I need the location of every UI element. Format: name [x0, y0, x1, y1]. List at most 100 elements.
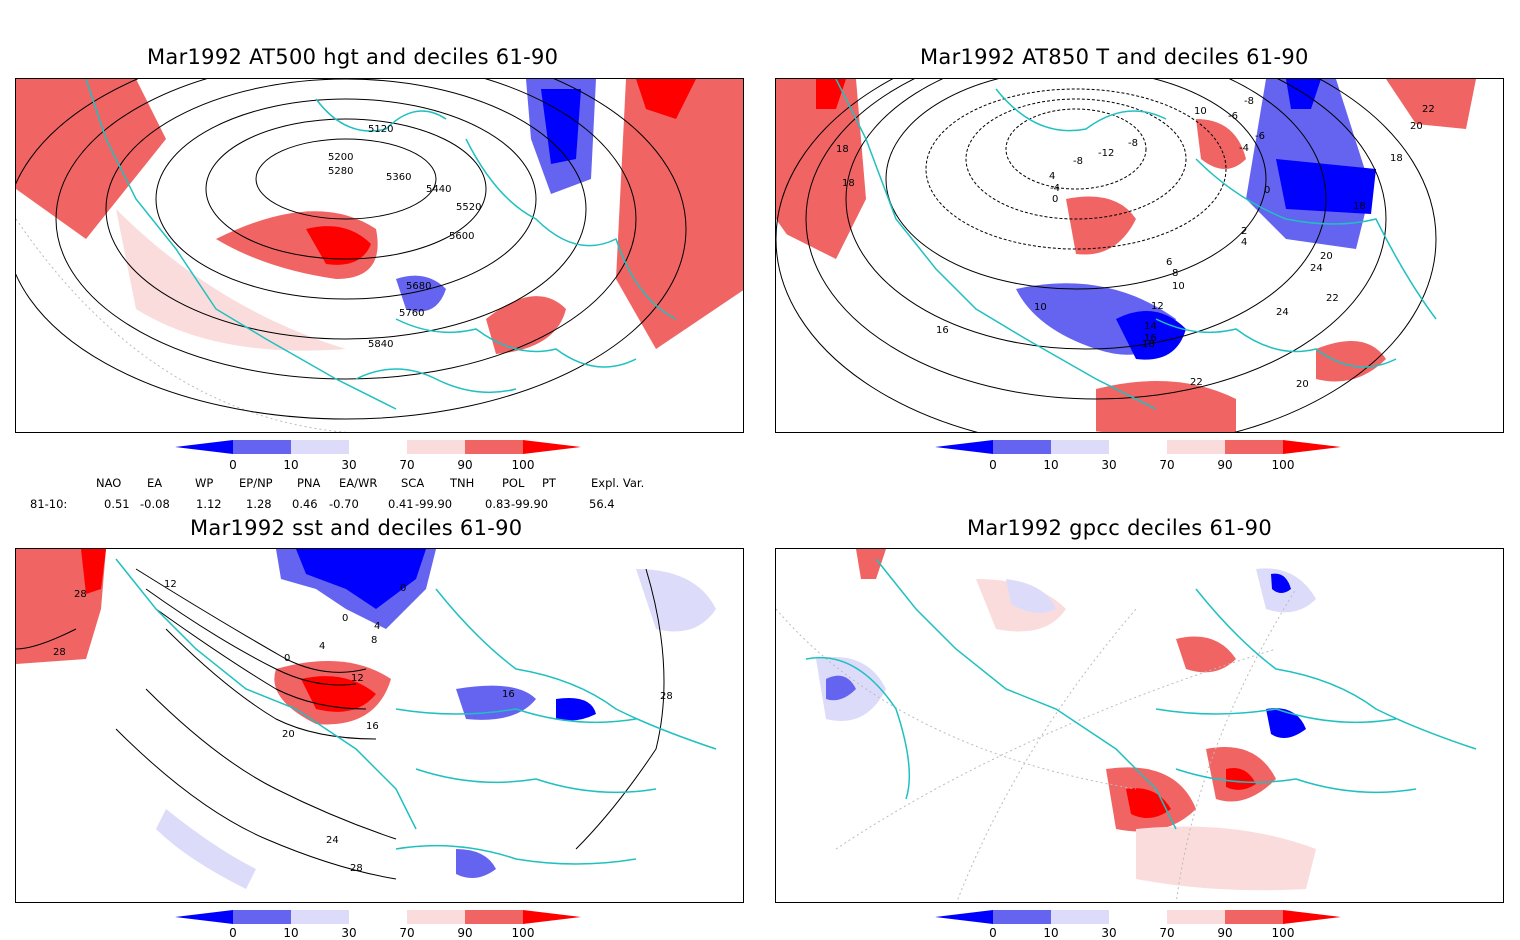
contour-label: 12	[1151, 301, 1164, 312]
anomaly-fill	[1006, 579, 1056, 613]
contour-label: -6	[1228, 111, 1238, 122]
anomaly-fill	[1386, 79, 1476, 129]
contour-label: 4	[1049, 171, 1055, 182]
anomaly-fill	[1096, 381, 1236, 432]
colorbar-swatch	[1051, 440, 1109, 454]
contour-label: 0	[284, 653, 290, 664]
contour-label: -4	[1050, 183, 1060, 194]
contour-label: 18	[1390, 153, 1403, 164]
colorbar-label: 10	[1043, 458, 1059, 472]
anomaly-fill	[556, 698, 596, 721]
index-value: -0.70	[329, 497, 359, 511]
index-value: 1.12	[196, 497, 222, 511]
colorbar-sst: 0 10 30 70 90 100	[175, 910, 585, 940]
contour-label: 20	[282, 729, 295, 740]
contour-label: 0	[1264, 185, 1270, 196]
colorbar-swatch	[1109, 910, 1167, 924]
index-value: 0.41	[388, 497, 414, 511]
contour-label: 6	[1166, 257, 1172, 268]
contour-label: 22	[1422, 104, 1435, 115]
map-hgt500: 5120 5200 5280 5360 5440 5520 5600 5680 …	[16, 79, 743, 432]
index-value: 56.4	[589, 497, 615, 511]
anomaly-fill	[156, 809, 256, 889]
panel-title-gpcc: Mar1992 gpcc deciles 61-90	[967, 516, 1272, 540]
anomaly-fill	[1136, 826, 1316, 891]
colorbar-label: 0	[989, 926, 997, 940]
contour-label: 16	[936, 325, 949, 336]
contour-label: -8	[1128, 138, 1138, 149]
colorbar-label: 0	[229, 458, 237, 472]
contour-label: 5440	[426, 184, 451, 195]
colorbar-swatch	[175, 910, 233, 924]
contour-label: 28	[660, 691, 673, 702]
contour-label: 4	[374, 621, 380, 632]
anomaly-fill	[1286, 79, 1321, 109]
colorbar-swatch	[349, 910, 407, 924]
contour-label: 24	[326, 835, 339, 846]
contour-label: 5280	[328, 166, 353, 177]
colorbar-label: 70	[399, 458, 415, 472]
index-header: EA	[147, 476, 163, 490]
colorbar-label: 90	[457, 458, 473, 472]
contour-label: -4	[1239, 143, 1249, 154]
contour-label: 5840	[368, 339, 393, 350]
index-header: NAO	[96, 476, 122, 490]
contour-label: 28	[350, 863, 363, 874]
anomaly-fill	[16, 549, 106, 664]
colorbar-label: 90	[457, 926, 473, 940]
contour-label: 20	[1410, 121, 1423, 132]
panel-title-hgt500: Mar1992 AT500 hgt and deciles 61-90	[147, 45, 559, 69]
colorbar-label: 100	[511, 458, 535, 472]
contour-label: 18	[842, 178, 855, 189]
colorbar-label: 30	[341, 926, 357, 940]
colorbar-label: 30	[1101, 926, 1117, 940]
colorbar-gpcc: 0 10 30 70 90 100	[935, 910, 1345, 940]
index-header: EP/NP	[239, 476, 273, 490]
colorbar-swatches	[935, 440, 1341, 454]
map-gpcc	[776, 549, 1477, 902]
colorbar-label: 0	[229, 926, 237, 940]
colorbar-label: 30	[341, 458, 357, 472]
colorbar-swatches	[175, 440, 581, 454]
contour-label: 10	[1194, 106, 1207, 117]
anomaly-fill	[776, 79, 866, 259]
index-header: SCA	[401, 476, 425, 490]
contour-label: 4	[319, 641, 325, 652]
colorbar-swatch	[993, 910, 1051, 924]
colorbar-swatch	[1283, 910, 1341, 924]
contour-label: 5360	[386, 172, 411, 183]
colorbar-swatch	[233, 910, 291, 924]
contour-label: 16	[1144, 333, 1157, 344]
contour-label: 24	[1276, 307, 1289, 318]
anomaly-fill	[636, 79, 696, 119]
colorbar-swatch	[935, 440, 993, 454]
anomaly-fill	[636, 569, 716, 632]
anomaly-fill	[456, 685, 536, 720]
colorbar-swatch	[291, 440, 349, 454]
colorbar-swatch	[291, 910, 349, 924]
colorbar-swatch	[1167, 910, 1225, 924]
colorbar-label: 90	[1217, 458, 1233, 472]
anomaly-fill	[486, 296, 566, 354]
map-panel-hgt500: 5120 5200 5280 5360 5440 5520 5600 5680 …	[15, 78, 744, 433]
anomaly-fill	[1066, 196, 1136, 255]
colorbar-swatch	[407, 440, 465, 454]
contour-label: 18	[1353, 201, 1366, 212]
contour-label: 0	[1052, 194, 1058, 205]
colorbar-label: 100	[1271, 458, 1295, 472]
index-header: Expl. Var.	[591, 476, 645, 490]
anomaly-fill	[1271, 573, 1291, 593]
contour-label: 20	[1320, 251, 1333, 262]
index-row-label: 81-10:	[30, 497, 68, 511]
colorbar-swatch	[465, 910, 523, 924]
anomaly-fill	[1276, 159, 1376, 214]
map-panel-gpcc	[775, 548, 1504, 903]
colorbar-label: 0	[989, 458, 997, 472]
contour-label: 12	[164, 579, 177, 590]
colorbar-swatch	[993, 440, 1051, 454]
colorbar-swatch	[465, 440, 523, 454]
index-value: -0.08	[140, 497, 170, 511]
anomaly-fill	[396, 275, 446, 312]
anomaly-fill	[456, 849, 496, 878]
contour-label: 14	[1144, 321, 1157, 332]
